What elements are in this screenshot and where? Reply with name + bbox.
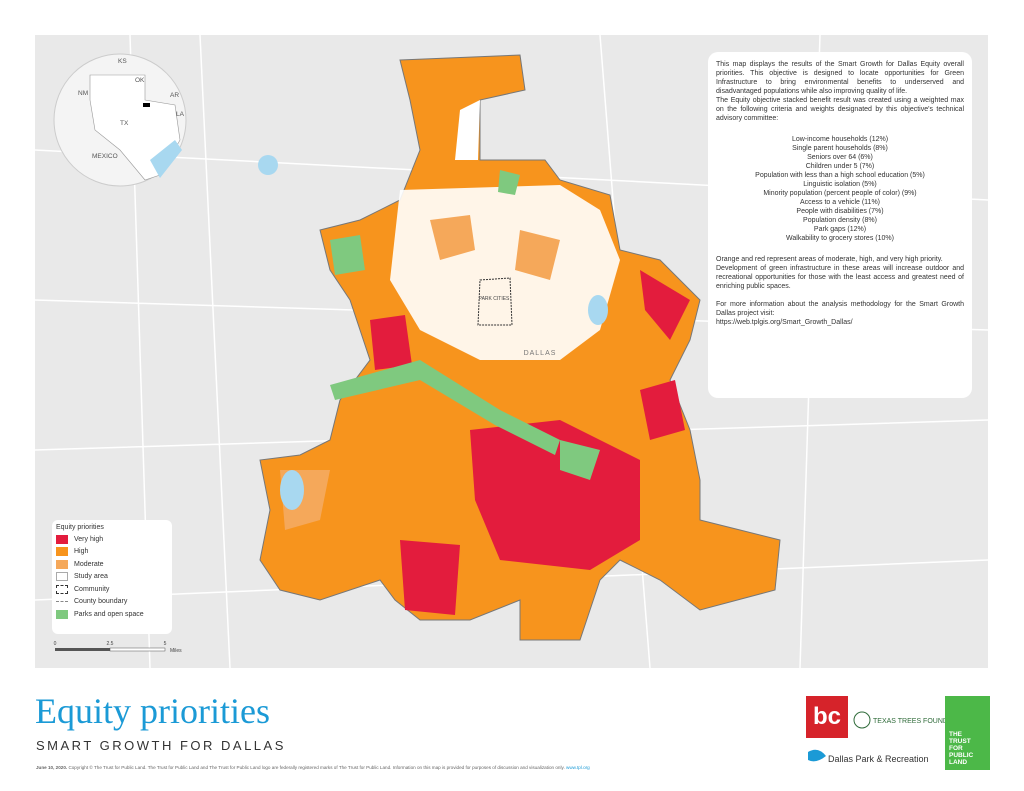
inset-labels: KS OK NM AR TX LA MEXICO	[78, 58, 185, 160]
legend-item: Community	[56, 583, 168, 596]
legend-swatch	[56, 601, 68, 603]
inset-label: AR	[170, 92, 179, 99]
info-paragraph: This map displays the results of the Sma…	[716, 61, 964, 95]
trees-logo	[853, 711, 871, 729]
legend-label: Community	[74, 585, 110, 593]
info-note: For more information about the analysis …	[716, 301, 964, 317]
location-marker	[143, 103, 150, 107]
legend-item: High	[56, 546, 168, 559]
legend-swatch	[56, 572, 68, 582]
subtitle: SMART GROWTH FOR DALLAS	[36, 738, 286, 753]
info-url: https://web.tplgis.org/Smart_Growth_Dall…	[716, 319, 853, 326]
footer-text: Copyright © The Trust for Public Land. T…	[68, 765, 565, 770]
tpl-word: TRUST	[949, 738, 971, 745]
legend-label: Study area	[74, 573, 108, 581]
inset-label: OK	[135, 77, 145, 84]
map-label: DALLAS	[524, 350, 557, 357]
tpl-word: LAND	[949, 759, 967, 766]
footer-date: June 10, 2020.	[36, 765, 68, 770]
lakes	[258, 155, 608, 510]
scale-bar	[55, 647, 166, 652]
legend-label: Parks and open space	[74, 610, 144, 618]
scale-tick: 0	[54, 641, 57, 647]
legend-label: Very high	[74, 535, 104, 543]
criterion: Access to a vehicle (11%)	[799, 199, 880, 206]
legend: Equity priorities Very high High Moderate S…	[52, 520, 172, 634]
criterion: Seniors over 64 (6%)	[807, 154, 873, 161]
info-note: Development of green infrastructure in t…	[716, 265, 964, 290]
legend-item: County boundary	[56, 596, 168, 609]
info-box: This map displays the results of the Sma…	[708, 52, 972, 398]
info-note: Orange and red represent areas of modera…	[716, 256, 943, 263]
criterion: Minority population (percent people of c…	[763, 190, 917, 197]
legend-label: High	[74, 548, 89, 556]
legend-item: Study area	[56, 571, 168, 584]
very-high-areas	[370, 270, 690, 615]
trees-logo-text: TEXAS TREES FOUNDATION	[873, 718, 969, 725]
legend-swatch	[56, 559, 68, 569]
scale-unit: Miles	[170, 648, 182, 654]
legend-swatch	[56, 534, 68, 544]
inset-label: TX	[120, 120, 129, 127]
parks-logo	[808, 749, 826, 762]
criterion: Linguistic isolation (5%)	[803, 181, 877, 188]
criterion: Children under 5 (7%)	[805, 163, 875, 170]
tpl-word: FOR	[949, 745, 963, 752]
criterion: Population density (8%)	[803, 217, 877, 224]
criterion: Park gaps (12%)	[813, 226, 867, 233]
scale-tick: 2.5	[107, 641, 114, 647]
scale-tick: 5	[164, 641, 167, 647]
map-label: PARK CITIES	[479, 296, 510, 302]
legend-label: County boundary	[74, 598, 128, 606]
info-paragraph: The Equity objective stacked benefit res…	[716, 97, 964, 122]
gulf	[150, 140, 182, 178]
footer: June 10, 2020. Copyright © The Trust for…	[36, 765, 590, 770]
criteria-list: Low-income households (12%) Single parent…	[716, 135, 964, 243]
legend-swatch	[56, 609, 68, 619]
inset-label: KS	[118, 58, 127, 65]
title: Equity priorities	[35, 691, 270, 731]
bc-logo-text: bc	[813, 703, 841, 730]
legend-swatch	[56, 547, 68, 557]
legend-label: Moderate	[74, 560, 104, 568]
inset-label: MEXICO	[92, 153, 118, 160]
criterion: Single parent households (8%)	[792, 145, 888, 152]
criterion: People with disabilities (7%)	[796, 208, 884, 215]
tpl-logo	[945, 696, 990, 770]
legend-item: Parks and open space	[56, 608, 168, 621]
tpl-word: THE	[949, 731, 963, 738]
criterion: Low-income households (12%)	[791, 136, 889, 143]
legend-item: Very high	[56, 533, 168, 546]
inset-label: NM	[78, 90, 88, 97]
inset-label: LA	[176, 111, 185, 118]
low-priority-area	[455, 100, 480, 160]
legend-item: Moderate	[56, 558, 168, 571]
legend-title: Equity priorities	[56, 524, 104, 531]
community-boundary	[477, 277, 513, 326]
bc-logo	[806, 696, 848, 738]
criterion: Walkability to grocery stores (10%)	[786, 235, 894, 242]
parks	[330, 170, 600, 480]
criterion: Population with less than a high school …	[755, 172, 925, 179]
tpl-word: PUBLIC	[949, 752, 974, 759]
legend-swatch	[56, 584, 68, 594]
footer-url: www.tpl.org	[566, 765, 590, 770]
parks-logo-text: Dallas Park & Recreation	[828, 754, 929, 764]
